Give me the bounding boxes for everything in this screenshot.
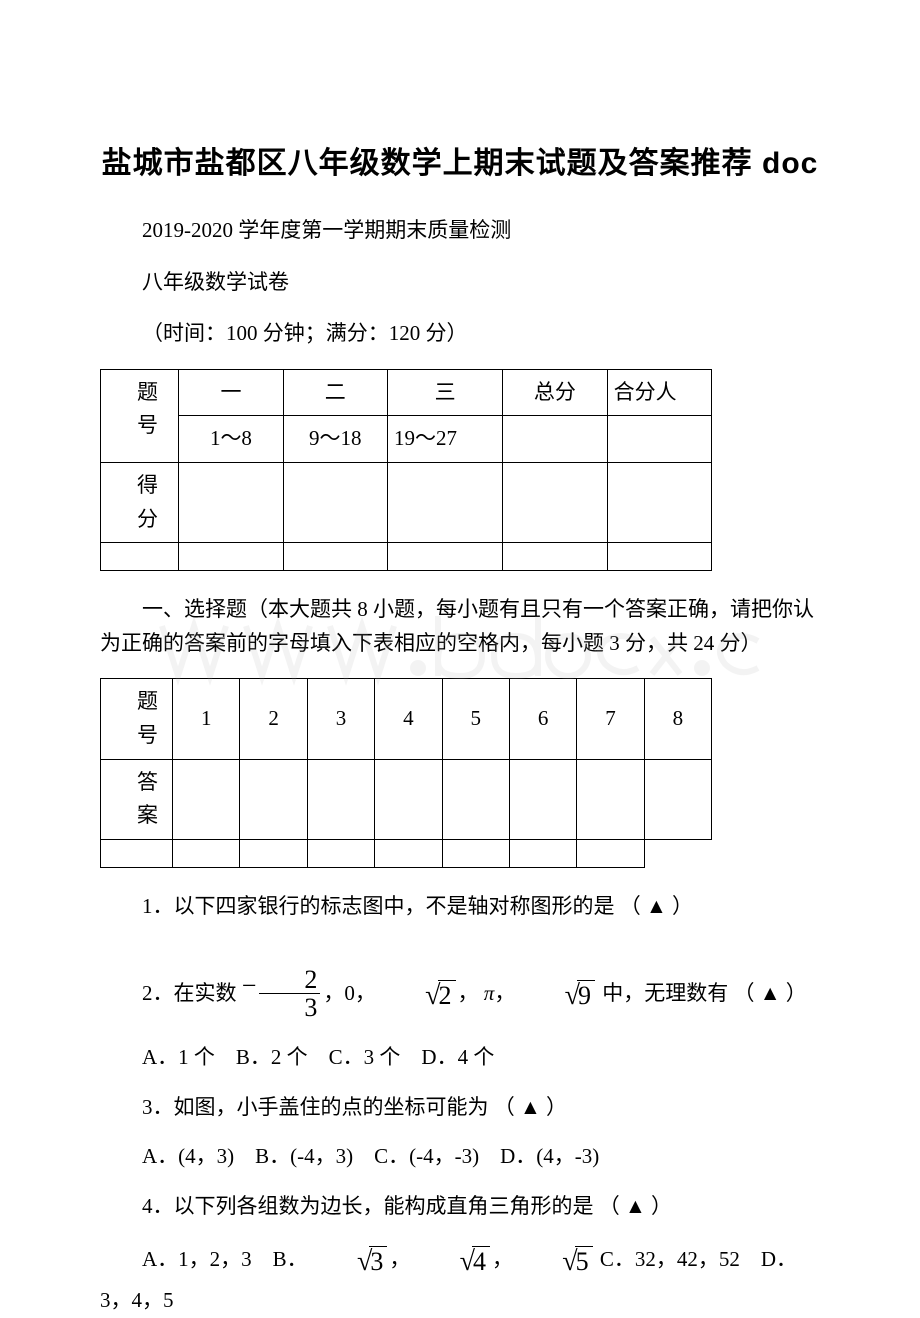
document-title: 盐城市盐都区八年级数学上期末试题及答案推荐 doc [100,140,820,188]
section-1-heading: 一、选择题（本大题共 8 小题，每小题有且只有一个答案正确，请把你认为正确的答案… [100,593,820,660]
subtitle: 2019-2020 学年度第一学期期末质量检测 [100,214,820,248]
t1-range-1: 1～8 [179,416,283,463]
question-4-options: A．1，2，3 B． √3， √4， √5 C．32，42，52 D．3，4，5 [100,1240,820,1318]
t1-header-num: 题号 [137,380,158,438]
t2-c1: 1 [173,679,240,759]
answer-table: 题号 1 2 3 4 5 6 7 8 答案 [100,678,712,867]
t1-score-label: 得分 [137,473,158,531]
question-1: 1．以下四家银行的标志图中，不是轴对称图形的是 （ ▲ ） [100,890,820,924]
t1-range-3: 19～27 [387,416,502,463]
score-table: 题号 一 二 三 总分 合分人 1～8 9～18 19～27 得分 [100,369,712,571]
t1-col-1: 一 [179,369,283,416]
t1-col-total: 总分 [503,369,607,416]
t2-c2: 2 [240,679,307,759]
t1-col-3: 三 [387,369,502,416]
t1-col-grader: 合分人 [614,380,677,404]
t2-c4: 4 [375,679,442,759]
t2-c6: 6 [509,679,576,759]
t2-answer-label: 答案 [137,770,158,828]
timing-line: （时间：100 分钟；满分：120 分） [100,317,820,351]
subject-line: 八年级数学试卷 [100,266,820,300]
t2-c7: 7 [577,679,644,759]
t2-c3: 3 [307,679,374,759]
question-3-options: A．(4，3) B．(-4，3) C．(-4，-3) D．(4，-3) [100,1140,820,1174]
t2-c5: 5 [442,679,509,759]
t1-range-2: 9～18 [283,416,387,463]
question-2: 2．在实数 −23，0， √2， π， √9 中，无理数有 （ ▲ ） [100,965,820,1025]
question-2-options: A．1 个 B．2 个 C．3 个 D．4 个 [100,1041,820,1075]
t2-c8: 8 [644,679,711,759]
t1-col-2: 二 [283,369,387,416]
question-4: 4．以下列各组数为边长，能构成直角三角形的是 （ ▲ ） [100,1190,820,1224]
question-3: 3．如图，小手盖住的点的坐标可能为 （ ▲ ） [100,1091,820,1125]
t2-header-num: 题号 [137,689,158,747]
